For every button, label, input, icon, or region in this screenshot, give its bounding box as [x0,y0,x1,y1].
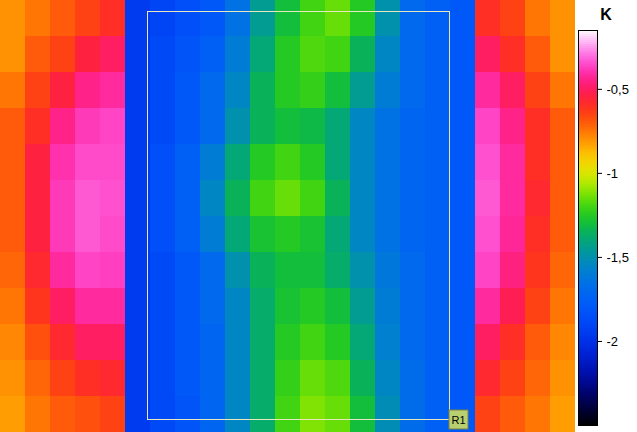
svg-text:-2: -2 [607,334,619,349]
html-text:K: K [600,6,612,23]
svg-text:-1: -1 [607,166,619,181]
svg-text:R1: R1 [451,414,465,426]
svg-text:-0,5: -0,5 [607,81,629,96]
svg-text:-1,5: -1,5 [607,250,629,265]
